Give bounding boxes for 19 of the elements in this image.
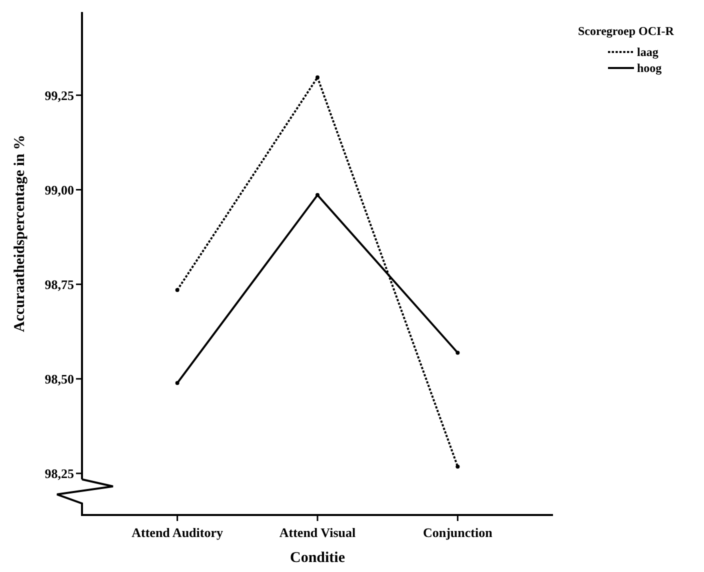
x-tick-label: Conjunction [423,525,494,540]
point [316,75,320,80]
point [456,464,460,469]
y-axis-title: Accuraatheidspercentage in % [12,134,28,332]
x-tick-label: Attend Visual [279,525,356,540]
y-tick-label: 98,50 [44,371,74,386]
y-tick-label: 99,00 [44,182,74,198]
legend-label: laag [637,45,658,60]
point [175,381,180,386]
y-tick-label: 99,25 [44,88,74,103]
y-tick-label: 98,25 [44,466,74,481]
point [316,193,320,198]
legend-label: hoog [637,61,662,76]
point [456,350,460,355]
x-axis-title: Conditie [290,550,346,566]
legend-title: Scoregroep OCI-R [578,24,674,38]
point [175,288,180,292]
y-tick-label: 98,75 [44,276,74,292]
x-tick-label: Attend Auditory [132,525,224,540]
